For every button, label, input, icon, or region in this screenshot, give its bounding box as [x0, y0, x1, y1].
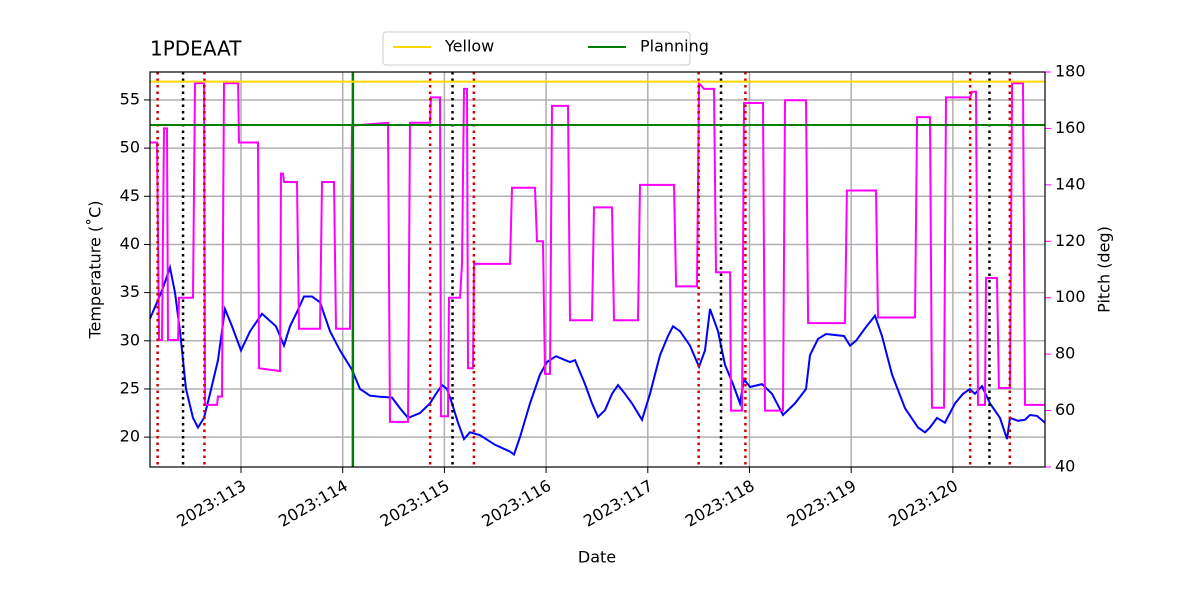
y2-tick-label: 80 [1055, 344, 1075, 363]
chart-title: 1PDEAAT [150, 37, 242, 61]
y2-tick-label: 160 [1055, 118, 1086, 137]
data-line [150, 80, 1045, 423]
legend-box [382, 31, 691, 66]
y-tick-label: 40 [120, 234, 140, 253]
y2-tick-label: 140 [1055, 174, 1086, 193]
legend-label: Yellow [444, 37, 494, 56]
y-axis-label: Temperature (˚C) [86, 200, 105, 339]
y-tick-label: 30 [120, 330, 140, 349]
y2-axis-label: Pitch (deg) [1095, 226, 1114, 313]
y-tick-label: 45 [120, 186, 140, 205]
plot-frame [149, 71, 1046, 468]
y2-tick-label: 120 [1055, 231, 1086, 250]
y2-tick-label: 60 [1055, 400, 1075, 419]
legend-label: Planning [640, 37, 709, 56]
y2-tick-label: 180 [1055, 62, 1086, 81]
x-axis-label: Date [578, 548, 616, 567]
y-tick-label: 35 [120, 282, 140, 301]
y-tick-label: 55 [120, 89, 140, 108]
y2-tick-label: 40 [1055, 457, 1075, 476]
y-tick-label: 20 [120, 427, 140, 446]
data-line [149, 263, 1046, 457]
y2-tick-label: 100 [1055, 287, 1086, 306]
y-tick-label: 50 [120, 138, 140, 157]
y-tick-label: 25 [120, 378, 140, 397]
